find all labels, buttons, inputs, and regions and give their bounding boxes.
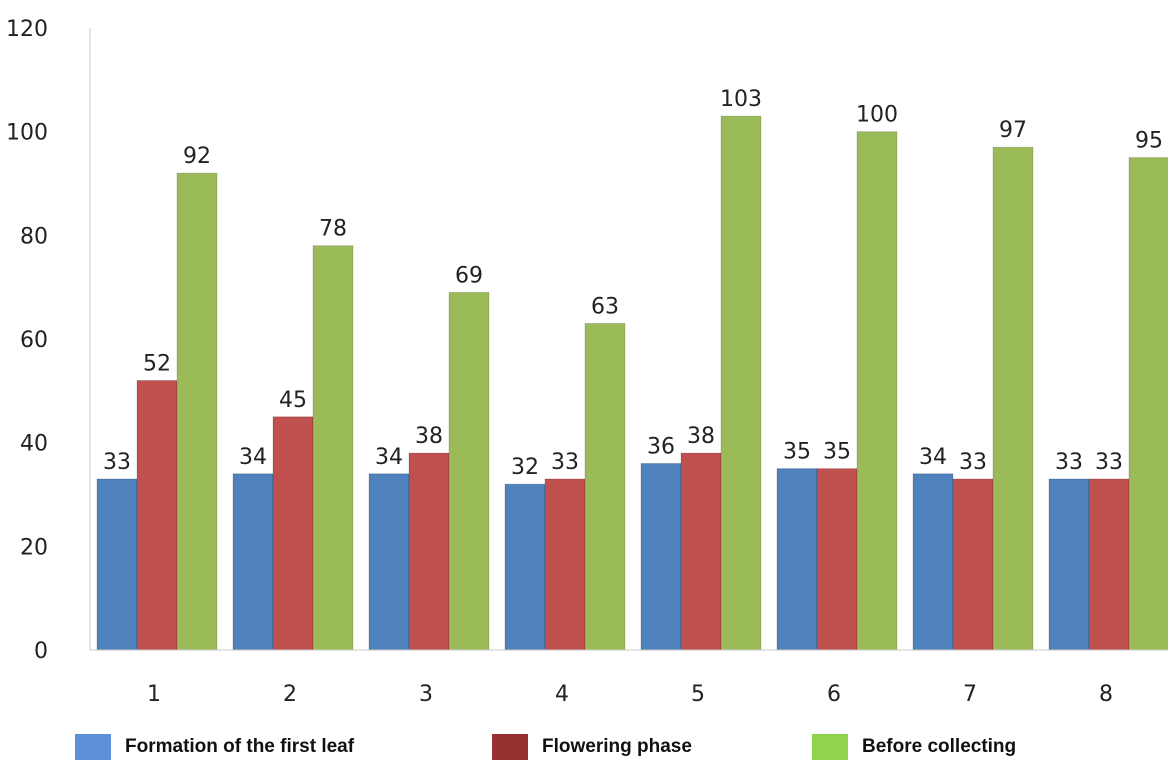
bar-flowering bbox=[408, 452, 450, 651]
bar-flowering bbox=[544, 478, 586, 651]
bar-flowering bbox=[272, 416, 314, 651]
legend-item-first-leaf: Formation of the first leaf bbox=[75, 733, 354, 761]
y-tick-label: 20 bbox=[20, 535, 48, 560]
legend: Formation of the first leaf Flowering ph… bbox=[0, 733, 1168, 761]
data-label-before-collecting: 97 bbox=[999, 118, 1027, 143]
bar-before-collecting bbox=[856, 131, 898, 651]
data-label-flowering: 33 bbox=[551, 450, 579, 475]
data-label-before-collecting: 78 bbox=[319, 217, 347, 242]
x-tick-label: 6 bbox=[827, 682, 841, 707]
bar-before-collecting bbox=[720, 115, 762, 651]
data-label-flowering: 45 bbox=[279, 388, 307, 413]
x-tick-label: 8 bbox=[1099, 682, 1113, 707]
data-label-before-collecting: 92 bbox=[183, 144, 211, 169]
data-label-before-collecting: 63 bbox=[591, 294, 619, 319]
data-label-first-leaf: 34 bbox=[919, 445, 947, 470]
data-label-before-collecting: 95 bbox=[1135, 129, 1163, 154]
bar-before-collecting bbox=[992, 146, 1034, 651]
bar-flowering bbox=[680, 452, 722, 651]
data-labels-group: 33 52 92 34 45 78 34 38 69 32 33 63 36 38 103 35 35 100 34… bbox=[103, 87, 1163, 480]
bar-first-leaf bbox=[368, 473, 410, 651]
data-label-first-leaf: 33 bbox=[103, 450, 131, 475]
bar-first-leaf bbox=[912, 473, 954, 651]
y-tick-label: 120 bbox=[6, 17, 48, 42]
x-tick-label: 4 bbox=[555, 682, 569, 707]
bar-first-leaf bbox=[504, 483, 546, 651]
bar-before-collecting bbox=[312, 245, 354, 651]
x-tick-label: 3 bbox=[419, 682, 433, 707]
bar-first-leaf bbox=[776, 468, 818, 651]
data-label-flowering: 33 bbox=[1095, 450, 1123, 475]
legend-item-flowering: Flowering phase bbox=[492, 733, 692, 761]
legend-item-before-collecting: Before collecting bbox=[812, 733, 1016, 761]
y-tick-label: 100 bbox=[6, 121, 48, 146]
y-tick-label: 40 bbox=[20, 432, 48, 457]
data-label-first-leaf: 34 bbox=[239, 445, 267, 470]
data-label-before-collecting: 100 bbox=[856, 103, 898, 128]
bar-flowering bbox=[952, 478, 994, 651]
bars-group bbox=[96, 115, 1168, 651]
x-tick-label: 2 bbox=[283, 682, 297, 707]
legend-label-before-collecting: Before collecting bbox=[862, 736, 1017, 757]
legend-label-first-leaf: Formation of the first leaf bbox=[125, 736, 355, 757]
bar-first-leaf bbox=[640, 462, 682, 651]
legend-label-flowering: Flowering phase bbox=[542, 736, 692, 757]
data-label-first-leaf: 32 bbox=[511, 455, 539, 480]
data-label-flowering: 38 bbox=[687, 424, 715, 449]
data-label-flowering: 35 bbox=[823, 440, 851, 465]
x-tick-label: 5 bbox=[691, 682, 705, 707]
data-label-first-leaf: 36 bbox=[647, 434, 675, 459]
legend-swatch-flowering bbox=[492, 734, 528, 760]
bar-flowering bbox=[816, 468, 858, 651]
data-label-flowering: 38 bbox=[415, 424, 443, 449]
x-tick-label: 1 bbox=[147, 682, 161, 707]
bar-first-leaf bbox=[1048, 478, 1090, 651]
data-label-flowering: 33 bbox=[959, 450, 987, 475]
data-label-first-leaf: 35 bbox=[783, 440, 811, 465]
data-label-first-leaf: 34 bbox=[375, 445, 403, 470]
bar-before-collecting bbox=[176, 172, 218, 651]
x-axis-ticks: 1 2 3 4 5 6 7 8 bbox=[147, 682, 1113, 707]
legend-swatch-first-leaf bbox=[75, 734, 111, 760]
data-label-before-collecting: 103 bbox=[720, 87, 762, 112]
bar-before-collecting bbox=[584, 322, 626, 651]
y-axis-ticks: 0 20 40 60 80 100 120 bbox=[6, 17, 48, 664]
data-label-before-collecting: 69 bbox=[455, 263, 483, 288]
data-label-flowering: 52 bbox=[143, 351, 171, 376]
bar-first-leaf bbox=[96, 478, 138, 651]
bar-first-leaf bbox=[232, 473, 274, 651]
bar-before-collecting bbox=[1128, 157, 1168, 651]
y-tick-label: 80 bbox=[20, 224, 48, 249]
bar-flowering bbox=[136, 379, 178, 651]
legend-swatch-before-collecting bbox=[812, 734, 848, 760]
data-label-first-leaf: 33 bbox=[1055, 450, 1083, 475]
bar-before-collecting bbox=[448, 291, 490, 651]
y-tick-label: 0 bbox=[34, 639, 48, 664]
y-tick-label: 60 bbox=[20, 328, 48, 353]
x-tick-label: 7 bbox=[963, 682, 977, 707]
bar-flowering bbox=[1088, 478, 1130, 651]
